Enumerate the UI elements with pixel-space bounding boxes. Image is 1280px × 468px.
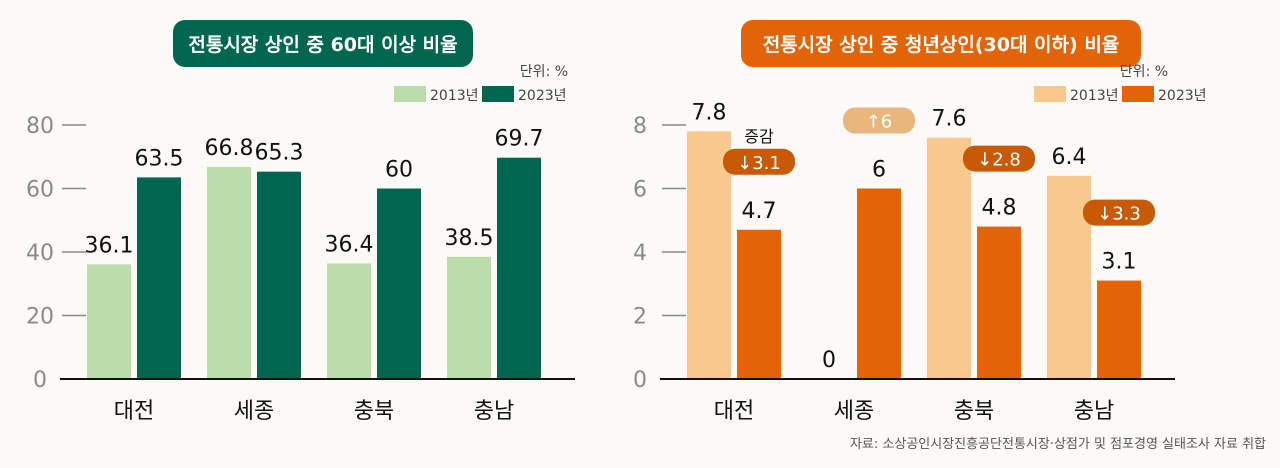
legend-label: 2023년 [1158,88,1207,104]
data-label: 69.7 [495,127,544,152]
x-category-label: 충북 [354,399,394,424]
x-category-label: 충남 [474,399,514,424]
change-badge [723,148,795,175]
chart-title: 전통시장 상인 중 청년상인(30대 이하) 비율 [763,34,1120,56]
bar-2013년 [927,137,971,379]
data-label: 0 [822,348,836,373]
chart-title: 전통시장 상인 중 60대 이상 비율 [188,34,457,56]
bar-2013년 [207,166,251,379]
change-badge-text: ↓2.8 [977,150,1021,171]
chart-title-box [741,20,1141,67]
data-label: 7.6 [932,107,967,132]
bar-2023년 [257,171,301,379]
x-category-label: 대전 [714,399,754,424]
legend-swatch [1122,86,1154,102]
data-label: 66.8 [205,136,254,161]
bar-2013년 [687,131,731,379]
legend-swatch [1034,86,1066,102]
unit-label: 단위: % [520,64,568,80]
bar-2023년 [497,157,541,379]
y-tick-label: 0 [633,368,647,393]
y-tick-label: 0 [33,368,47,393]
y-tick-label: 40 [26,241,54,266]
change-badge [963,145,1035,172]
data-label: 38.5 [445,226,494,251]
data-label: 36.1 [85,233,134,258]
x-category-label: 충북 [954,399,994,424]
y-tick-label: 80 [26,114,54,139]
y-tick-label: 6 [633,178,647,203]
y-tick-label: 20 [26,305,54,330]
legend-label: 2013년 [1070,88,1119,104]
bar-2023년 [1097,280,1141,379]
legend-swatch [394,86,426,102]
data-label: 6 [872,158,886,183]
change-badge [1083,199,1155,226]
bar-2013년 [87,264,131,379]
change-badge-text: ↓3.3 [1097,204,1141,225]
data-label: 65.3 [255,141,304,166]
x-category-label: 대전 [114,399,154,424]
legend-swatch [482,86,514,102]
legend-label: 2013년 [430,88,479,104]
bar-2023년 [377,188,421,379]
y-tick-label: 2 [633,305,647,330]
change-label: 증감 [744,127,774,146]
data-label: 60 [385,158,413,183]
legend-label: 2023년 [518,88,567,104]
y-tick-label: 4 [633,241,647,266]
bar-2023년 [137,177,181,379]
change-badge-text: ↑6 [866,112,893,133]
x-category-label: 세종 [834,399,874,424]
bar-2013년 [447,256,491,379]
bar-2023년 [857,188,901,379]
unit-label: 단위: % [1120,64,1168,80]
data-label: 4.7 [742,199,777,224]
x-category-label: 충남 [1074,399,1114,424]
x-category-label: 세종 [234,399,274,424]
y-tick-label: 60 [26,178,54,203]
data-label: 7.8 [692,100,727,125]
bar-2023년 [977,226,1021,379]
y-tick-label: 8 [633,114,647,139]
data-label: 63.5 [135,146,184,171]
change-badge [843,107,915,134]
source-note: 자료: 소상공인시장진흥공단전통시장·상점가 및 점포경영 실태조사 자료 취합 [850,437,1266,452]
data-label: 3.1 [1102,250,1137,275]
data-label: 4.8 [982,196,1017,221]
bar-2013년 [327,263,371,379]
bar-2023년 [737,229,781,379]
data-label: 36.4 [325,232,374,257]
data-label: 6.4 [1052,145,1087,170]
change-badge-text: ↓3.1 [737,153,781,174]
chart-title-box [173,20,473,67]
